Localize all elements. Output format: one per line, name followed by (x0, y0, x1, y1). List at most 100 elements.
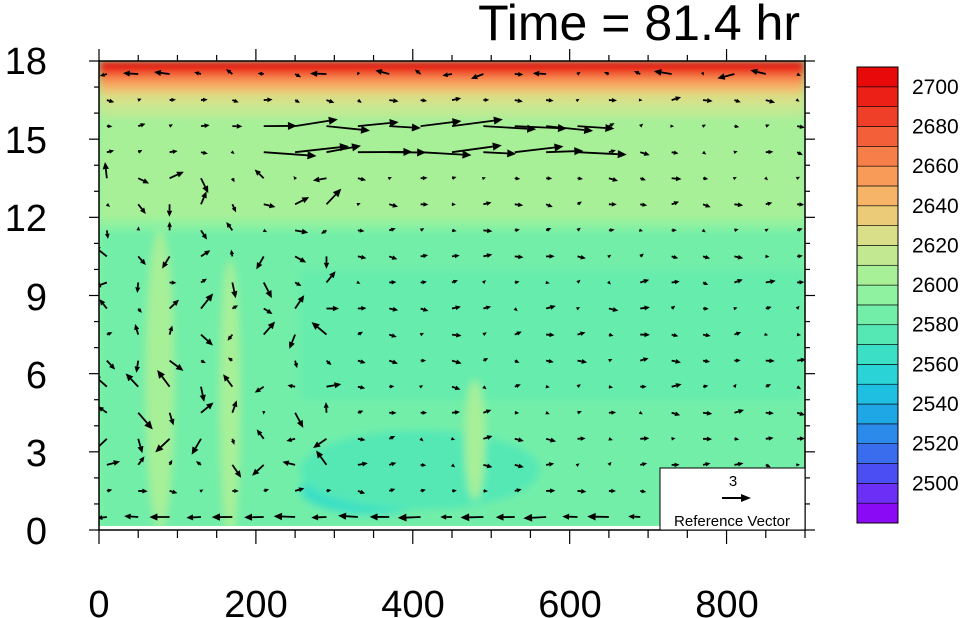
wind-vector-head (486, 463, 493, 469)
wind-vector-head (514, 410, 520, 415)
wind-vector-head (703, 281, 709, 285)
wind-vector-head (139, 207, 146, 214)
wind-vector-shaft (325, 275, 333, 284)
wind-vector-shaft (232, 99, 235, 102)
wind-vector-shaft (164, 255, 171, 264)
reference-vector-magnitude: 3 (729, 473, 737, 490)
wind-vector-head (470, 73, 478, 80)
wind-vector (138, 488, 148, 494)
wind-vector (311, 514, 327, 521)
colorbar-swatch (856, 245, 899, 266)
wind-vector-head (765, 463, 771, 468)
colorbar-swatch (856, 483, 899, 504)
wind-vector (420, 253, 429, 259)
wind-vector (168, 412, 175, 426)
wind-vector-shaft (326, 99, 330, 102)
wind-vector-head (550, 437, 557, 443)
wind-vector (483, 228, 493, 234)
wind-vector-head (296, 419, 304, 428)
wind-vector-head (295, 73, 302, 78)
wind-vector-head (137, 98, 142, 102)
wind-vector-shaft (226, 379, 234, 388)
wind-vector-head (483, 358, 489, 362)
wind-vector-shaft (345, 515, 358, 518)
wind-vector-shaft (514, 489, 518, 492)
wind-vector (200, 123, 210, 129)
wind-vector-head (609, 123, 615, 128)
wind-vector (546, 125, 594, 135)
wind-vector (797, 254, 803, 259)
wind-vector-head (454, 253, 460, 259)
wind-vector-head (486, 435, 493, 440)
wind-vector-head (134, 366, 140, 373)
wind-vector (125, 373, 139, 388)
wind-vector (357, 306, 367, 311)
wind-vector (230, 177, 235, 183)
wind-vector-head (515, 176, 521, 181)
wind-vector-shaft (200, 406, 209, 414)
wind-vector-head (419, 228, 425, 232)
wind-vector-head (577, 201, 582, 206)
wind-vector-head (485, 409, 492, 414)
wind-vector (608, 384, 614, 389)
wind-vector-shaft (389, 203, 394, 207)
wind-vector (701, 228, 706, 233)
wind-vector (514, 359, 520, 363)
wind-vector-head (162, 261, 169, 269)
wind-vector (734, 254, 744, 260)
wind-vector-head (107, 124, 113, 129)
wind-vector (797, 357, 805, 363)
wind-vector-shaft (514, 99, 519, 102)
wind-vector (388, 359, 399, 365)
wind-vector-head (481, 279, 486, 284)
wind-vector-shaft (388, 228, 392, 232)
wind-vector (199, 386, 206, 402)
wind-vector-head (643, 278, 650, 284)
wind-vector-head (172, 299, 179, 306)
wind-vector-head (391, 410, 397, 415)
wind-vector-head (545, 411, 550, 415)
wind-vector-head (233, 305, 239, 310)
wind-vector-head (357, 71, 361, 76)
wind-vector-head (144, 420, 153, 430)
wind-vector (482, 385, 487, 390)
wind-vector-shaft (169, 173, 178, 180)
wind-vector-head (175, 363, 184, 371)
wind-vector (137, 438, 144, 454)
wind-vector-head (548, 358, 554, 364)
wind-vector-shaft (294, 255, 302, 261)
wind-vector (702, 98, 713, 103)
wind-vector-head (109, 363, 116, 370)
wind-vector-shaft (734, 410, 740, 414)
wind-vector-head (576, 227, 581, 232)
wind-vector (282, 460, 296, 466)
colorbar-swatch (856, 502, 899, 524)
wind-vector-head (549, 304, 556, 310)
wind-vector-shaft (608, 177, 614, 181)
wind-vector-head (204, 123, 210, 129)
wind-vector-head (513, 307, 518, 312)
wind-vector-head (452, 279, 458, 284)
wind-vector-head (99, 406, 105, 412)
wind-vector-head (201, 191, 207, 199)
wind-vector (670, 124, 675, 128)
wind-vector-shaft (545, 463, 550, 466)
contour-region-light-column-1 (146, 230, 174, 530)
wind-vector (514, 254, 524, 260)
wind-vector (639, 151, 650, 156)
wind-vector-head (643, 357, 649, 362)
y-tick-label: 9 (26, 277, 47, 319)
wind-vector-head (360, 437, 366, 442)
wind-vector (287, 383, 296, 389)
wind-vector-shaft (514, 385, 517, 388)
wind-vector-shaft (326, 384, 335, 388)
wind-vector (640, 305, 650, 311)
wind-vector-shaft (200, 386, 204, 396)
wind-vector (357, 461, 368, 467)
wind-vector (608, 307, 619, 312)
wind-vector-head (105, 233, 110, 239)
wind-vector-head (202, 97, 208, 103)
wind-vector-shaft (168, 412, 173, 420)
wind-vector-head (230, 150, 235, 155)
wind-vector-shaft (546, 125, 585, 131)
